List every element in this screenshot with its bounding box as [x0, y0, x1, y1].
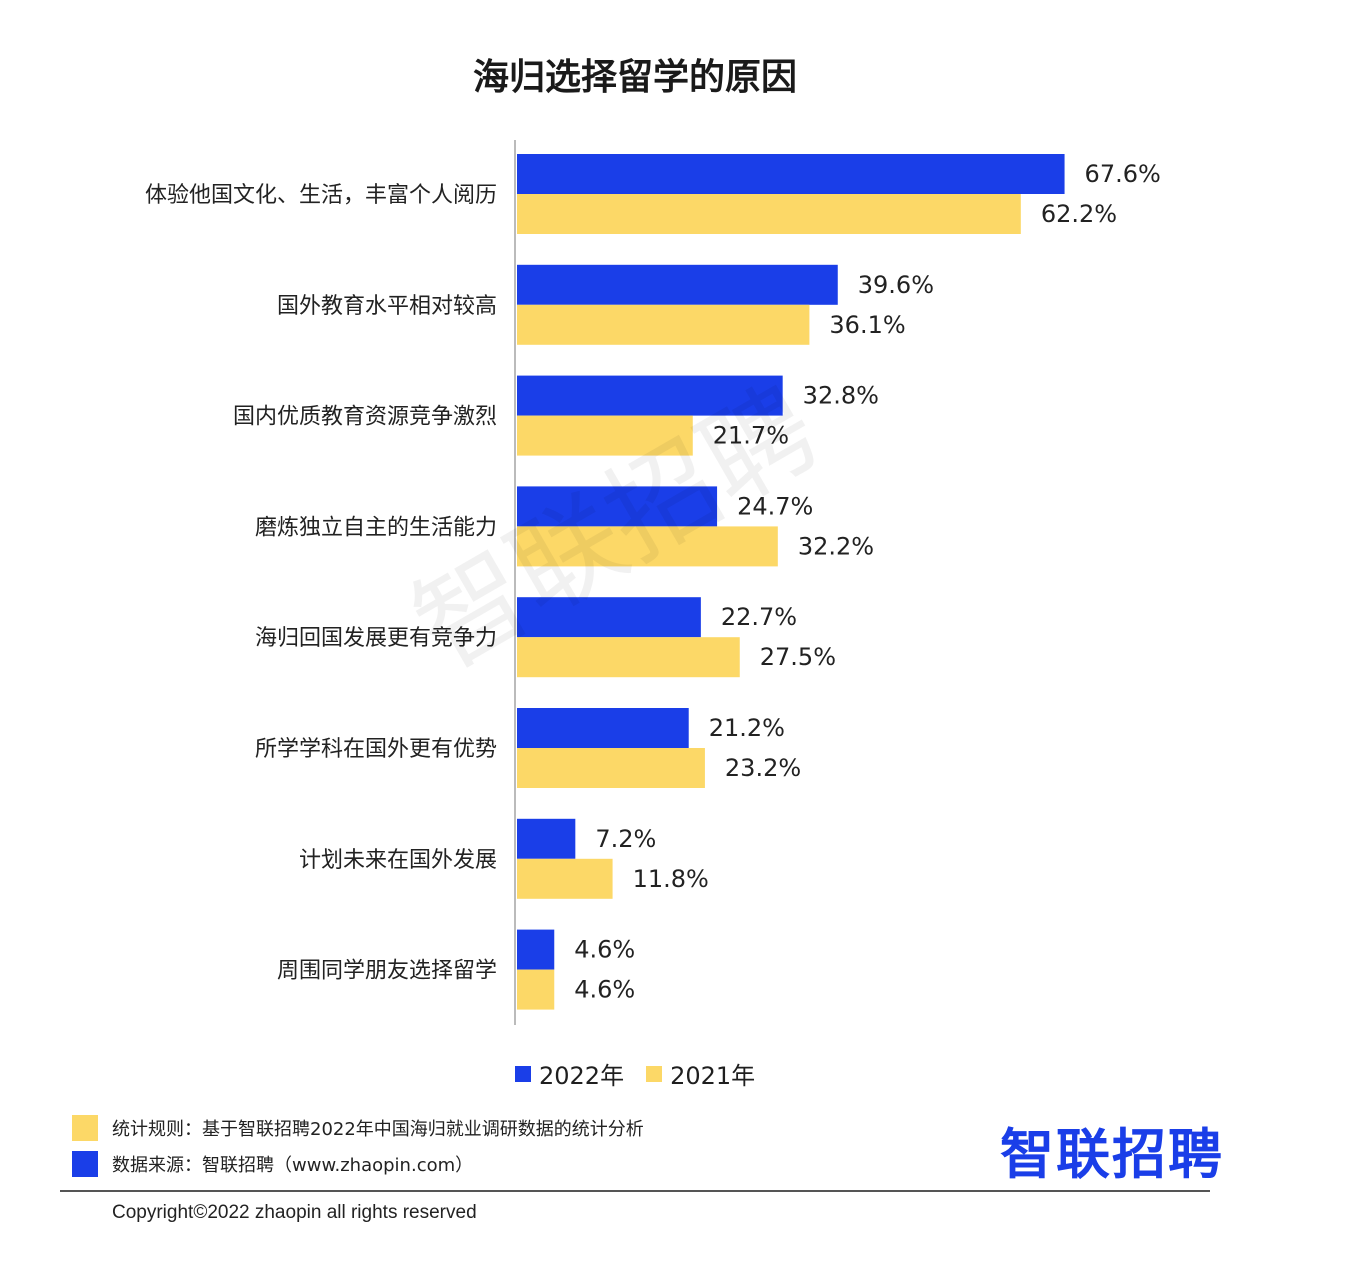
value-label: 21.7%	[713, 422, 789, 450]
brand-logo: 智联招聘	[1000, 1123, 1224, 1186]
bar-2021	[517, 637, 740, 678]
bar-2021	[517, 969, 555, 1010]
bar-2022	[517, 597, 701, 638]
bar-2021	[517, 194, 1021, 234]
value-label: 23.2%	[725, 754, 801, 782]
value-label: 11.8%	[633, 865, 709, 893]
value-label: 4.6%	[574, 936, 635, 964]
value-label: 24.7%	[737, 492, 813, 520]
value-label: 39.6%	[858, 271, 934, 299]
value-label: 62.2%	[1041, 200, 1117, 228]
legend-label-2021: 2021年	[670, 1062, 756, 1090]
category-label: 计划未来在国外发展	[299, 848, 497, 873]
legend-swatch-2021	[646, 1065, 663, 1082]
chart-legend: 2022年 2021年	[515, 1056, 755, 1091]
category-label: 海归回国发展更有竞争力	[255, 626, 497, 651]
value-label: 67.6%	[1085, 160, 1161, 188]
value-label: 7.2%	[595, 825, 656, 853]
category-label: 周围同学朋友选择留学	[277, 959, 497, 984]
category-label: 体验他国文化、生活，丰富个人阅历	[145, 183, 497, 208]
note-source-text: 数据来源：智联招聘（www.zhaopin.com）	[112, 1155, 474, 1176]
value-label: 4.6%	[574, 976, 635, 1004]
value-label: 27.5%	[760, 643, 836, 671]
category-label: 国内优质教育资源竞争激烈	[233, 405, 497, 430]
bar-2021	[517, 526, 778, 567]
legend-swatch-2022	[515, 1065, 531, 1082]
value-label: 22.7%	[721, 603, 797, 631]
note-source-marker	[72, 1151, 98, 1177]
bar-2021	[517, 415, 693, 456]
bar-2022	[517, 929, 555, 970]
bar-2021	[517, 858, 613, 899]
legend-label-2022: 2022年	[539, 1062, 625, 1090]
note-rule-marker	[72, 1115, 98, 1141]
bar-2022	[517, 154, 1065, 194]
value-label: 32.8%	[803, 382, 879, 410]
footer-divider	[60, 1190, 1210, 1192]
bar-chart: 体验他国文化、生活，丰富个人阅历 67.6% 62.2% 国外教育水平相对较高 39.6…	[145, 140, 1161, 1025]
bar-2022	[517, 818, 576, 859]
value-label: 36.1%	[829, 311, 905, 339]
note-rule: 统计规则：基于智联招聘2022年中国海归就业调研数据的统计分析	[72, 1110, 644, 1146]
bar-2022	[517, 375, 783, 416]
bar-2021	[517, 304, 810, 345]
category-label: 国外教育水平相对较高	[277, 294, 497, 319]
bar-2022	[517, 486, 718, 527]
category-label: 所学学科在国外更有优势	[255, 737, 497, 762]
category-label: 磨炼独立自主的生活能力	[255, 515, 497, 540]
note-rule-text: 统计规则：基于智联招聘2022年中国海归就业调研数据的统计分析	[112, 1119, 644, 1140]
copyright-text: Copyright©2022 zhaopin all rights reserv…	[112, 1202, 477, 1223]
footnotes: 统计规则：基于智联招聘2022年中国海归就业调研数据的统计分析 数据来源：智联招…	[72, 1110, 644, 1182]
value-label: 32.2%	[798, 532, 874, 560]
bar-2022	[517, 708, 689, 748]
value-label: 21.2%	[709, 714, 785, 742]
chart-title: 海归选择留学的原因	[472, 57, 797, 98]
legend-item-2021: 2021年	[646, 1056, 755, 1091]
note-source: 数据来源：智联招聘（www.zhaopin.com）	[72, 1146, 644, 1182]
bar-2022	[517, 264, 838, 305]
bar-2021	[517, 748, 705, 788]
legend-item-2022: 2022年	[515, 1056, 624, 1091]
